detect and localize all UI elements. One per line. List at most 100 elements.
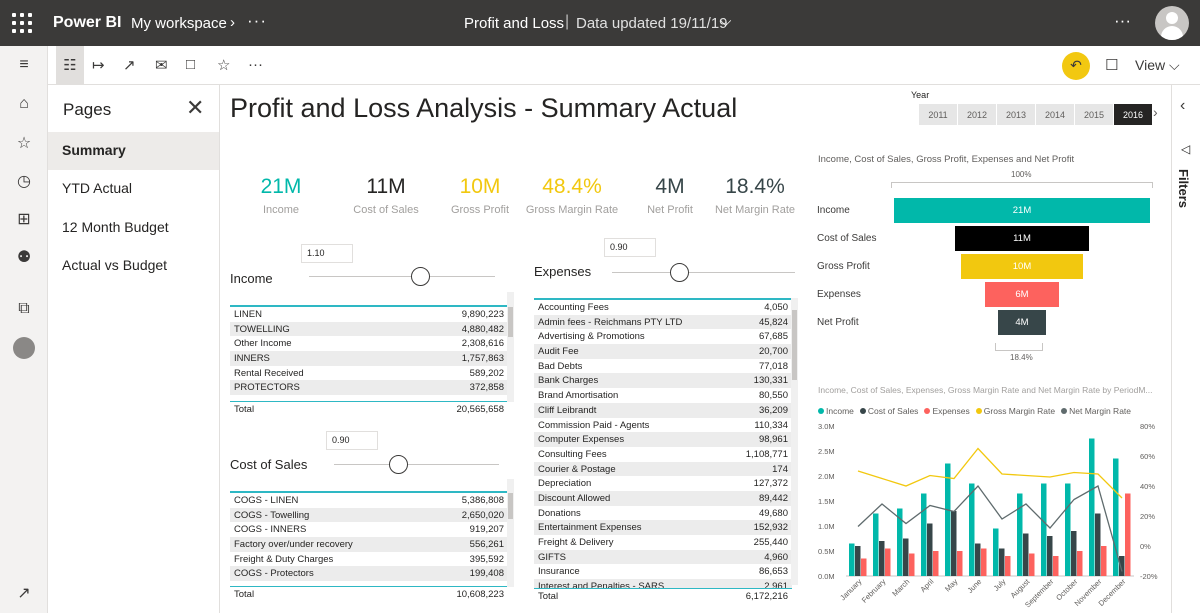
row-label: Insurance	[538, 566, 580, 578]
cost-of-sales-slider-handle[interactable]	[389, 455, 408, 474]
cost-of-sales-slider-track[interactable]	[334, 464, 499, 465]
funnel-bar[interactable]: 4M	[997, 310, 1047, 335]
page-summary[interactable]: Summary	[48, 132, 219, 170]
table-row[interactable]: Entertainment Expenses 152,932	[534, 520, 792, 535]
reset-icon[interactable]: ↶	[1062, 52, 1090, 80]
year-button[interactable]: 2013	[997, 104, 1035, 125]
income-slider-handle[interactable]	[411, 267, 430, 286]
expand-arrow-icon[interactable]: ↗	[17, 585, 31, 602]
hamburger-icon[interactable]: ≡	[19, 56, 29, 73]
table-row[interactable]: Bank Charges 130,331	[534, 373, 792, 389]
table-row[interactable]: Advertising & Promotions 67,685	[534, 329, 792, 344]
table-row[interactable]: Freight & Duty Charges 395,592	[230, 552, 508, 567]
expenses-scrollbar[interactable]	[791, 298, 798, 585]
funnel-bar[interactable]: 21M	[894, 198, 1150, 223]
export-icon[interactable]: ↦	[92, 57, 105, 74]
app-launcher-icon[interactable]	[12, 13, 32, 33]
table-row[interactable]: Cliff Leibrandt 36,209	[534, 402, 792, 418]
legend-item[interactable]: Income	[818, 406, 854, 416]
settings-more-icon[interactable]: ···	[1114, 11, 1131, 30]
legend-item[interactable]: Expenses	[924, 406, 970, 416]
legend-item[interactable]: Net Margin Rate	[1061, 406, 1131, 416]
more-icon[interactable]: ···	[247, 11, 267, 30]
table-row[interactable]: Commission Paid - Agents 110,334	[534, 418, 792, 433]
table-row[interactable]: Depreciation 127,372	[534, 476, 792, 491]
table-row[interactable]: TOWELLING 4,880,482	[230, 321, 508, 337]
table-row[interactable]: COGS - LINEN 5,386,808	[230, 493, 508, 508]
next-year-chevron-icon[interactable]: ›	[1153, 104, 1158, 120]
income-slider-value[interactable]: 1.10	[301, 244, 353, 263]
view-menu[interactable]: View ⌵	[1135, 57, 1180, 73]
legend-item[interactable]: Cost of Sales	[859, 406, 918, 416]
table-row[interactable]: Interest and Penalties - SARS 2,961	[534, 579, 792, 588]
year-button[interactable]: 2012	[958, 104, 996, 125]
income-scrollbar[interactable]	[507, 292, 514, 402]
year-button[interactable]: 2011	[919, 104, 957, 125]
workspace-link[interactable]: My workspace	[131, 15, 227, 32]
table-row[interactable]: Admin fees - Reichmans PTY LTD 45,824	[534, 314, 792, 330]
table-row[interactable]: Bad Debts 77,018	[534, 359, 792, 374]
table-row[interactable]: Consulting Fees 1,108,771	[534, 447, 792, 462]
cost-of-sales-slider-value[interactable]: 0.90	[326, 431, 378, 450]
year-button[interactable]: 2014	[1036, 104, 1074, 125]
chart-bar	[885, 548, 891, 576]
year-button-selected[interactable]: 2016	[1114, 104, 1152, 125]
chevron-left-icon[interactable]: ‹	[1180, 97, 1186, 114]
table-row[interactable]: Computer Expenses 98,961	[534, 432, 792, 447]
table-row[interactable]: Insurance 86,653	[534, 564, 792, 579]
income-slider-track[interactable]	[309, 276, 495, 277]
chevron-down-icon[interactable]: ⌵	[720, 13, 732, 30]
table-row[interactable]: Rental Received 589,202	[230, 366, 508, 381]
recent-icon[interactable]: ◷	[17, 173, 31, 190]
table-row[interactable]: Discount Allowed 89,442	[534, 490, 792, 506]
shared-icon[interactable]: ⚉	[16, 249, 32, 266]
apps-icon[interactable]: ⊞	[17, 211, 31, 228]
my-workspace-icon[interactable]	[0, 337, 48, 364]
table-row[interactable]: Factory over/under recovery 556,261	[230, 537, 508, 552]
table-row[interactable]: Freight & Delivery 255,440	[534, 535, 792, 550]
table-row[interactable]: Audit Fee 20,700	[534, 344, 792, 359]
filters-label[interactable]: Filters	[1176, 169, 1191, 209]
table-row[interactable]: PROTECTORS 372,858	[230, 380, 508, 396]
close-icon[interactable]: ✕	[186, 95, 205, 120]
file-icon[interactable]: ☷	[56, 46, 84, 85]
share-icon[interactable]: ↗	[123, 57, 136, 74]
user-avatar[interactable]	[1155, 6, 1189, 40]
table-row[interactable]: Courier & Postage 174	[534, 461, 792, 477]
comment-icon[interactable]: □	[186, 56, 196, 73]
favorites-icon[interactable]: ☆	[16, 135, 32, 152]
funnel-bar[interactable]: 10M	[961, 254, 1083, 279]
legend-item[interactable]: Gross Margin Rate	[975, 406, 1055, 416]
table-row[interactable]: COGS - Protectors 199,408	[230, 566, 508, 582]
cost-of-sales-scrollbar[interactable]	[507, 479, 514, 587]
row-value: 89,442	[758, 492, 788, 504]
more-options-icon[interactable]: ···	[248, 56, 263, 73]
page-12-month-budget[interactable]: 12 Month Budget	[62, 219, 169, 235]
funnel-bar[interactable]: 6M	[985, 282, 1059, 307]
table-row[interactable]: COGS - Towelling 2,650,020	[230, 507, 508, 523]
page-actual-vs-budget[interactable]: Actual vs Budget	[62, 257, 168, 273]
bookmark-icon[interactable]: ☐	[1105, 57, 1119, 74]
favorite-star-icon[interactable]: ☆	[217, 57, 231, 74]
table-row[interactable]: Brand Amortisation 80,550	[534, 388, 792, 403]
year-button[interactable]: 2015	[1075, 104, 1113, 125]
funnel-bar[interactable]: 11M	[954, 226, 1090, 251]
table-row[interactable]: INNERS 1,757,863	[230, 351, 508, 366]
expenses-slider-value[interactable]: 0.90	[604, 238, 656, 257]
table-row[interactable]: COGS - INNERS 919,207	[230, 522, 508, 537]
brand-label[interactable]: Power BI	[53, 14, 122, 31]
table-row[interactable]: Accounting Fees 4,050	[534, 300, 792, 315]
row-label: Depreciation	[538, 478, 592, 490]
home-icon[interactable]: ⌂	[19, 95, 29, 112]
mail-icon[interactable]: ✉	[155, 57, 168, 74]
page-ytd-actual[interactable]: YTD Actual	[62, 180, 133, 196]
expenses-slider-handle[interactable]	[670, 263, 689, 282]
data-updated-label[interactable]: Data updated 19/11/19	[576, 15, 728, 32]
filters-pane[interactable]: ‹ ◁ Filters	[1171, 85, 1200, 613]
workspaces-icon[interactable]: ⧉	[18, 300, 30, 317]
table-row[interactable]: GIFTS 4,960	[534, 549, 792, 565]
table-row[interactable]: Donations 49,680	[534, 506, 792, 521]
expenses-slider-track[interactable]	[612, 272, 795, 273]
table-row[interactable]: Other Income 2,308,616	[230, 336, 508, 351]
table-row[interactable]: LINEN 9,890,223	[230, 307, 508, 322]
